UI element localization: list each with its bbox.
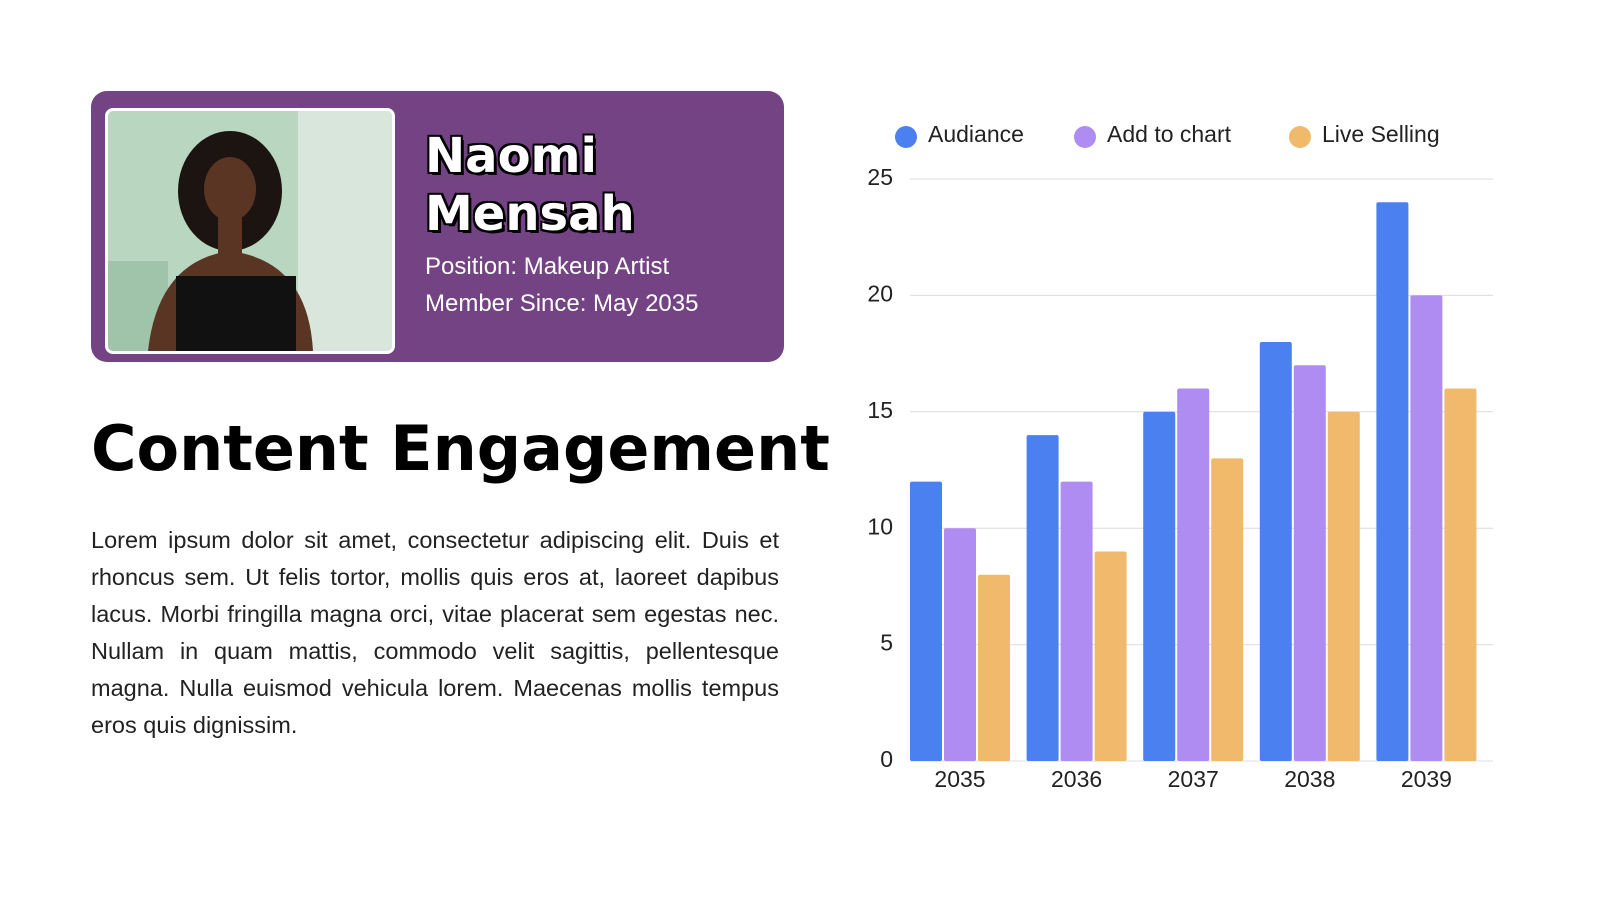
bar (1376, 202, 1409, 761)
y-tick-label: 15 (867, 397, 893, 423)
x-tick-label: 2037 (1168, 766, 1219, 792)
body-text: Lorem ipsum dolor sit amet, consectetur … (91, 527, 779, 738)
bar (910, 481, 942, 761)
member-since: Member Since: May 2035 (425, 290, 699, 317)
bar (1026, 435, 1059, 761)
position: Position: Makeup Artist (425, 253, 670, 280)
x-tick-label: 2038 (1284, 766, 1335, 792)
first-name: Naomi (425, 128, 598, 184)
bar (1094, 551, 1127, 761)
last-name: Mensah (425, 186, 635, 242)
page-title: Content Engagement (91, 412, 830, 485)
bar (1060, 481, 1093, 761)
y-tick-label: 0 (880, 746, 893, 772)
legend-label: Live Selling (1322, 121, 1440, 147)
bar (1259, 341, 1292, 761)
x-tick-label: 2035 (934, 766, 985, 792)
bar (1177, 388, 1210, 761)
profile-name: Naomi Mensah (425, 127, 635, 243)
y-tick-label: 5 (880, 630, 893, 656)
bar (1143, 411, 1176, 761)
legend-swatch (1074, 126, 1096, 148)
profile-card: Naomi Mensah Position: Makeup Artist Mem… (91, 91, 784, 362)
bar (1293, 365, 1326, 761)
legend-label: Audiance (928, 121, 1024, 147)
profile-photo (105, 108, 395, 354)
legend-swatch (1289, 126, 1311, 148)
bar (1327, 411, 1360, 761)
bar (978, 574, 1010, 761)
x-tick-label: 2036 (1051, 766, 1102, 792)
bar (1211, 458, 1244, 761)
photo-illustration (108, 111, 392, 351)
bar (944, 528, 976, 761)
bar (1444, 388, 1477, 761)
bar (1410, 295, 1443, 761)
legend-swatch (895, 126, 917, 148)
y-tick-label: 25 (867, 164, 893, 190)
y-tick-label: 10 (867, 513, 893, 539)
legend-label: Add to chart (1107, 121, 1232, 147)
y-tick-label: 20 (867, 280, 893, 306)
x-tick-label: 2039 (1401, 766, 1452, 792)
